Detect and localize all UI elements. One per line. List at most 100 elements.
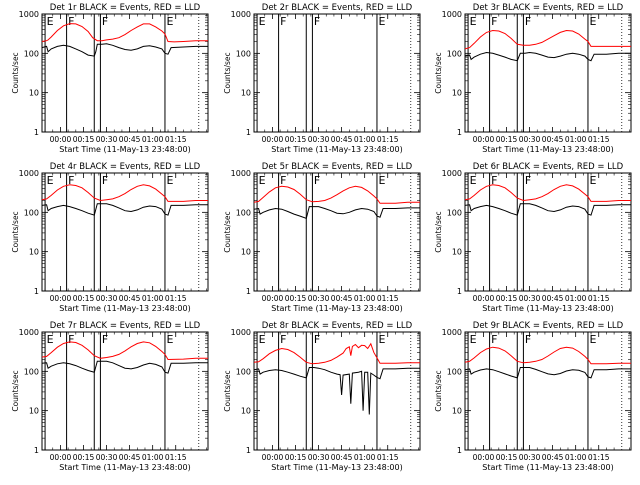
x-tick-label: 01:00 [142, 294, 164, 303]
flag-marker-e: E [259, 333, 266, 346]
y-tick-label: 10 [29, 407, 39, 416]
x-tick-label: 01:00 [354, 453, 376, 462]
x-tick-label: 01:15 [165, 453, 187, 462]
series-line-black [464, 367, 631, 379]
series-line-red [464, 346, 631, 365]
flag-marker-f: F [102, 333, 108, 346]
plot-frame [41, 13, 209, 133]
x-axis-label: Start Time (11-May-13 23:48:00) [271, 145, 402, 154]
y-tick-label: 10 [452, 407, 462, 416]
y-axis-label: Counts/sec [11, 211, 20, 252]
x-axis-label: Start Time (11-May-13 23:48:00) [482, 463, 613, 472]
x-tick-label: 01:00 [565, 294, 587, 303]
y-axis-label: Counts/sec [434, 211, 443, 252]
plot-frame [253, 172, 421, 292]
x-tick-label: 00:00 [50, 294, 72, 303]
x-tick-label: 00:00 [473, 135, 495, 144]
x-tick-label: 00:30 [519, 135, 541, 144]
y-tick-label: 10 [29, 248, 39, 257]
x-tick-label: 01:00 [565, 453, 587, 462]
y-tick-label: 100 [24, 367, 39, 376]
y-tick-label: 100 [447, 208, 462, 217]
x-tick-label: 00:15 [73, 135, 95, 144]
panel-title: Det 2r BLACK = Events, RED = LLD [262, 3, 413, 13]
y-axis-label: Counts/sec [223, 370, 232, 411]
panel-det-1: Det 1r BLACK = Events, RED = LLD 1 10 100 10… [11, 3, 209, 154]
x-tick-label: 00:45 [331, 294, 353, 303]
series-line-black [253, 367, 420, 415]
y-tick-label: 1000 [442, 169, 462, 178]
x-tick-label: 01:15 [588, 135, 610, 144]
y-tick-label: 10 [452, 89, 462, 98]
y-tick-label: 1 [246, 287, 251, 296]
series-line-red [41, 184, 208, 202]
panel-det-7: Det 7r BLACK = Events, RED = LLD 1 10 100 10… [11, 321, 209, 472]
flag-marker-e: E [166, 174, 173, 187]
x-tick-label: 01:15 [377, 294, 399, 303]
y-tick-label: 1000 [231, 169, 251, 178]
flag-marker-f: F [525, 15, 531, 28]
x-tick-label: 01:15 [165, 294, 187, 303]
flag-marker-e: E [259, 15, 266, 28]
x-tick-label: 00:45 [331, 453, 353, 462]
y-tick-label: 1 [34, 446, 39, 455]
y-tick-label: 1000 [19, 169, 39, 178]
x-tick-label: 00:15 [73, 294, 95, 303]
y-tick-label: 1000 [19, 10, 39, 19]
flag-marker-e: E [470, 15, 477, 28]
plot-frame [41, 331, 209, 451]
y-tick-label: 10 [452, 248, 462, 257]
series-line-red [464, 29, 631, 50]
flag-marker-e: E [589, 174, 596, 187]
x-tick-label: 01:00 [142, 453, 164, 462]
y-tick-label: 100 [24, 49, 39, 58]
series-line-black [464, 51, 631, 62]
flag-marker-e: E [378, 333, 385, 346]
y-axis-label: Counts/sec [11, 52, 20, 93]
x-tick-label: 01:15 [377, 453, 399, 462]
flag-marker-e: E [378, 15, 385, 28]
plot-frame [253, 13, 421, 133]
x-tick-label: 00:15 [285, 294, 307, 303]
y-tick-label: 1000 [442, 10, 462, 19]
x-tick-label: 00:45 [119, 453, 141, 462]
panel-title: Det 4r BLACK = Events, RED = LLD [50, 162, 201, 172]
flag-marker-e: E [47, 333, 54, 346]
y-tick-label: 1 [457, 128, 462, 137]
x-tick-label: 00:15 [73, 453, 95, 462]
plot-frame [464, 172, 632, 292]
flag-marker-f: F [314, 15, 320, 28]
series-line-black [41, 203, 208, 216]
x-axis-label: Start Time (11-May-13 23:48:00) [59, 463, 190, 472]
flag-marker-f: F [314, 333, 320, 346]
y-tick-label: 1 [34, 287, 39, 296]
x-tick-label: 00:30 [96, 135, 118, 144]
flag-marker-e: E [47, 174, 54, 187]
flag-marker-e: E [166, 333, 173, 346]
flag-marker-f: F [525, 174, 531, 187]
series-line-red [41, 23, 208, 43]
panel-title: Det 6r BLACK = Events, RED = LLD [473, 162, 624, 172]
series-line-red [253, 185, 420, 204]
panel-title: Det 9r BLACK = Events, RED = LLD [473, 321, 624, 331]
plot-frame [464, 13, 632, 133]
panel-det-2: Det 2r BLACK = Events, RED = LLD 1 10 100 10… [223, 3, 421, 154]
y-tick-label: 1 [246, 446, 251, 455]
x-tick-label: 00:00 [262, 135, 284, 144]
y-tick-label: 100 [236, 49, 251, 58]
series-line-black [41, 43, 208, 57]
x-tick-label: 00:00 [50, 453, 72, 462]
y-tick-label: 1 [246, 128, 251, 137]
x-tick-label: 00:00 [473, 453, 495, 462]
x-tick-label: 00:45 [119, 135, 141, 144]
x-tick-label: 00:30 [308, 453, 330, 462]
x-tick-label: 01:15 [377, 135, 399, 144]
flag-marker-e: E [589, 333, 596, 346]
y-tick-label: 100 [24, 208, 39, 217]
panel-det-8: Det 8r BLACK = Events, RED = LLD 1 10 100 10… [223, 321, 421, 472]
flag-marker-f: F [280, 15, 286, 28]
x-tick-label: 00:00 [50, 135, 72, 144]
flag-marker-e: E [470, 174, 477, 187]
flag-marker-f: F [280, 333, 286, 346]
plot-frame [464, 331, 632, 451]
